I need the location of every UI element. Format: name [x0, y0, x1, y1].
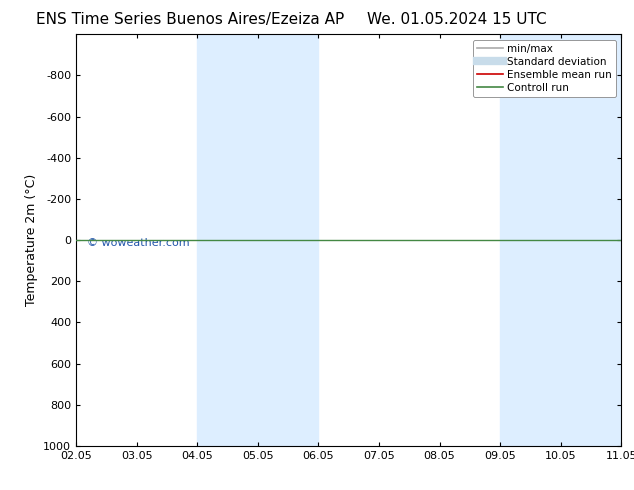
Text: © woweather.com: © woweather.com [87, 238, 190, 248]
Text: ENS Time Series Buenos Aires/Ezeiza AP: ENS Time Series Buenos Aires/Ezeiza AP [36, 12, 344, 27]
Bar [197, 34, 258, 446]
Legend: min/max, Standard deviation, Ensemble mean run, Controll run: min/max, Standard deviation, Ensemble me… [473, 40, 616, 97]
Bar [258, 34, 318, 446]
Y-axis label: Temperature 2m (°C): Temperature 2m (°C) [25, 174, 37, 306]
Bar [560, 34, 621, 446]
Text: We. 01.05.2024 15 UTC: We. 01.05.2024 15 UTC [366, 12, 547, 27]
Bar [500, 34, 560, 446]
